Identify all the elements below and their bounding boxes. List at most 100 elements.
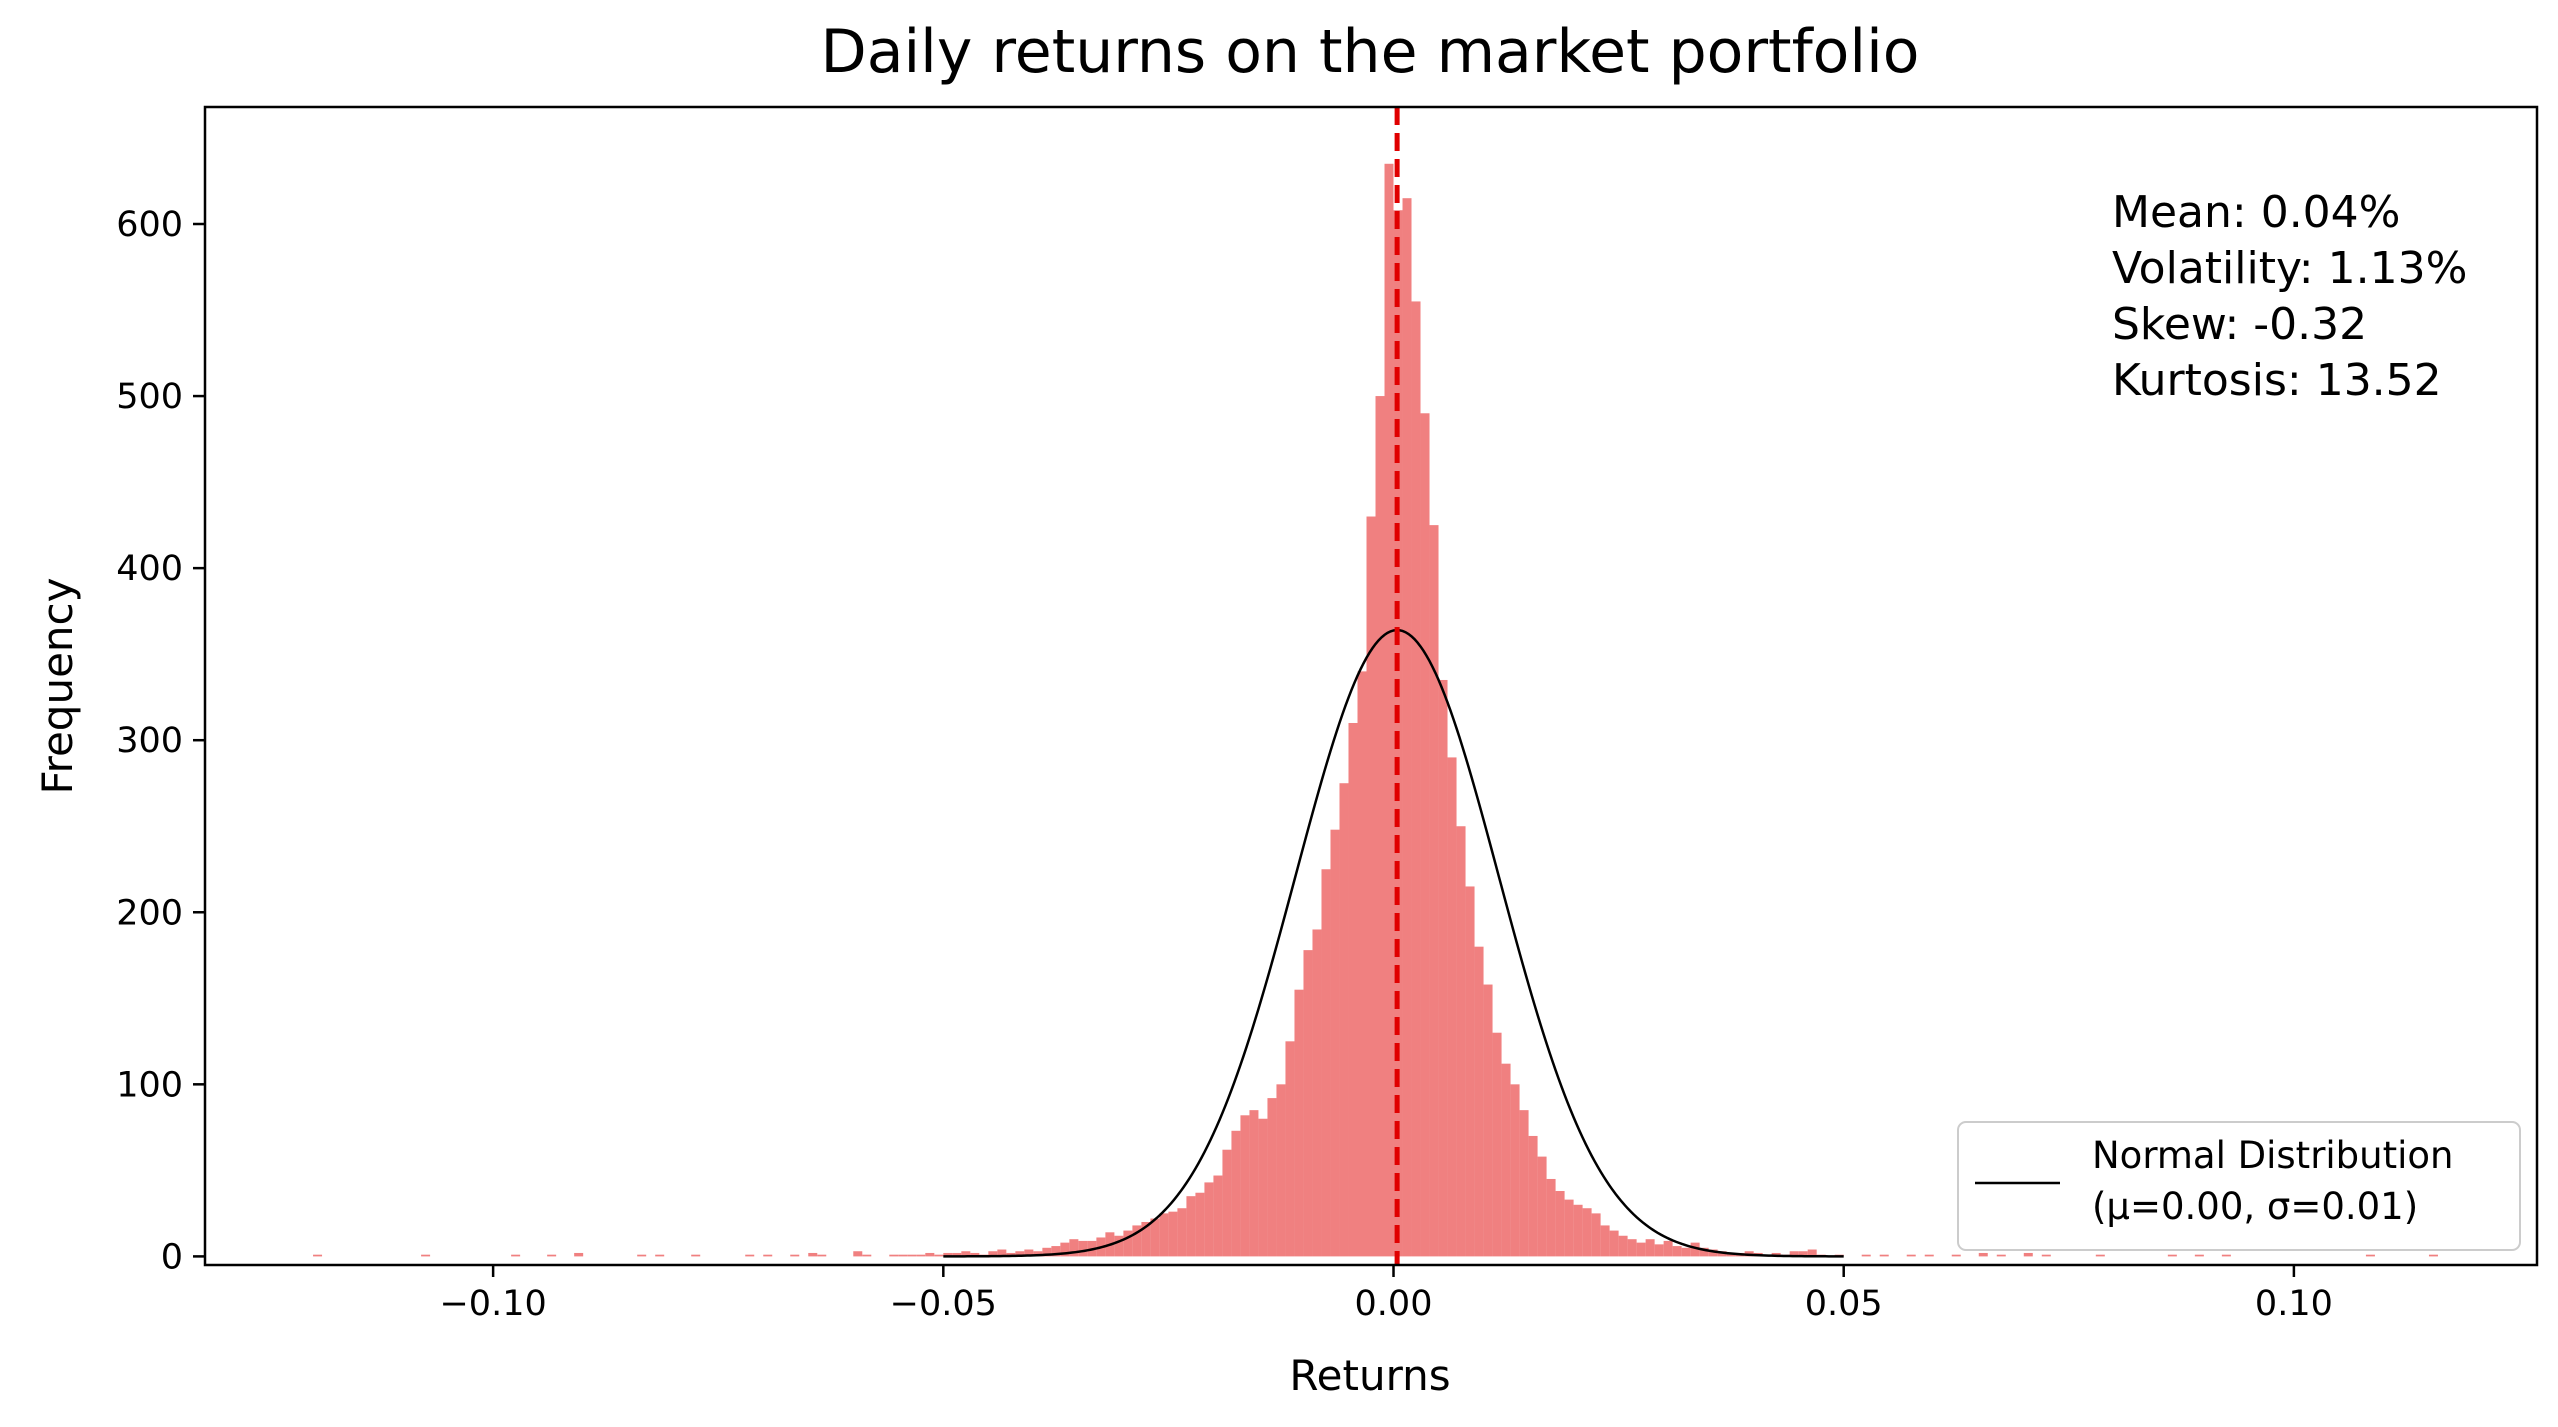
histogram-bar <box>1501 1063 1511 1257</box>
histogram-bar <box>1150 1218 1160 1257</box>
histogram-bar <box>1996 1254 2006 1257</box>
histogram-bar <box>1402 198 1412 1257</box>
histogram-bar <box>1681 1247 1691 1257</box>
histogram-bar <box>655 1254 665 1257</box>
histogram-bar <box>1294 989 1304 1257</box>
histogram-bar <box>1609 1230 1619 1257</box>
plot-area-frame <box>203 105 2539 1267</box>
y-tick-label: 500 <box>116 377 183 417</box>
histogram-bar <box>1555 1191 1565 1257</box>
histogram-bar <box>997 1249 1007 1257</box>
y-tick-label: 300 <box>116 721 183 761</box>
legend-box <box>1957 1121 2521 1251</box>
histogram-bar <box>1663 1240 1673 1257</box>
y-tick-label: 0 <box>161 1237 183 1277</box>
stat-skew: Skew: -0.32 <box>2112 299 2367 350</box>
legend: Normal Distribution (μ=0.00, σ=0.01) <box>1957 1121 2521 1251</box>
histogram-bar <box>1951 1254 1961 1257</box>
histogram-bar <box>1645 1239 1655 1257</box>
histogram-bar <box>1582 1208 1592 1257</box>
legend-label-normal: Normal Distribution <box>2092 1134 2454 1177</box>
histogram-bar <box>808 1252 818 1257</box>
histogram-bar <box>1195 1192 1205 1257</box>
histogram-bar <box>1861 1254 1871 1257</box>
histogram-bar <box>1978 1252 1988 1257</box>
histogram-bar <box>691 1254 701 1257</box>
histogram-bar <box>943 1252 953 1257</box>
histogram-bar <box>1366 516 1376 1257</box>
stat-volatility: Volatility: 1.13% <box>2112 243 2467 294</box>
histogram-bar <box>1564 1199 1574 1257</box>
histogram-bar <box>1033 1251 1043 1257</box>
histogram-bar <box>1078 1240 1088 1257</box>
histogram-bar <box>1456 826 1466 1257</box>
histogram-bar <box>1222 1149 1232 1257</box>
histogram-bar <box>1690 1242 1700 1257</box>
stat-kurtosis: Kurtosis: 13.52 <box>2112 355 2442 406</box>
histogram-bar <box>790 1254 800 1257</box>
histogram-bar <box>853 1251 863 1257</box>
histogram-bar <box>1357 671 1367 1257</box>
histogram-bar <box>1546 1178 1556 1257</box>
y-tick-label: 600 <box>116 205 183 245</box>
stat-mean: Mean: 0.04% <box>2112 187 2400 238</box>
histogram-bar <box>1249 1110 1259 1257</box>
histogram-bar <box>1429 525 1439 1257</box>
x-axis-label: Returns <box>1289 1351 1450 1400</box>
histogram-bar <box>1924 1254 1934 1257</box>
histogram-bar <box>1591 1213 1601 1257</box>
histogram-bar <box>2365 1254 2375 1257</box>
x-tick-label: 0.10 <box>2255 1284 2333 1324</box>
histogram-bar <box>1339 783 1349 1257</box>
histogram-bar <box>1276 1084 1286 1257</box>
histogram-bar <box>952 1252 962 1257</box>
histogram-bar <box>2167 1254 2177 1257</box>
histogram-bar <box>1879 1254 1889 1257</box>
histogram-bar <box>421 1254 431 1257</box>
y-axis-ticks: 0 100 200 300 400 500 600 <box>116 205 205 1277</box>
histogram-bar <box>1672 1246 1682 1257</box>
histogram-bar <box>934 1254 944 1257</box>
histogram-bar <box>1015 1251 1025 1257</box>
histogram-bar <box>1420 413 1430 1257</box>
histogram-bar <box>1465 886 1475 1257</box>
histogram-bar <box>1051 1246 1061 1257</box>
histogram-bar <box>1168 1211 1178 1257</box>
histogram-bar <box>1636 1242 1646 1257</box>
histogram-bar <box>637 1254 647 1257</box>
histogram-bar <box>1231 1130 1241 1257</box>
histogram-bar <box>1492 1032 1502 1257</box>
histogram-bar <box>1411 301 1421 1257</box>
histogram-bar <box>1132 1225 1142 1257</box>
histogram-bar <box>1141 1221 1151 1257</box>
histogram-bar <box>1006 1252 1016 1257</box>
histogram-bar <box>763 1254 773 1257</box>
histogram-bar <box>313 1254 323 1257</box>
x-tick-label: −0.10 <box>439 1284 546 1324</box>
histogram-bar <box>1447 757 1457 1257</box>
histogram-bar <box>1573 1204 1583 1257</box>
histogram-bar <box>2023 1252 2033 1257</box>
histogram-bar <box>1060 1242 1070 1257</box>
legend-label-params: (μ=0.00, σ=0.01) <box>2092 1185 2418 1228</box>
histogram-bar <box>817 1254 827 1257</box>
histogram-bar <box>1537 1156 1547 1257</box>
histogram-bar <box>1528 1135 1538 1257</box>
histogram-bar <box>1267 1098 1277 1257</box>
histogram-bar <box>1177 1208 1187 1257</box>
normal-curve-layer <box>943 628 1844 1258</box>
histogram-bar <box>1627 1239 1637 1257</box>
histogram-bar <box>1285 1041 1295 1257</box>
histogram-bar <box>1204 1182 1214 1257</box>
histogram-bar <box>1708 1249 1718 1257</box>
histogram-bar <box>961 1251 971 1257</box>
histogram-bar <box>1240 1115 1250 1257</box>
histogram-bar <box>1789 1251 1799 1257</box>
histogram-bar <box>1069 1239 1079 1257</box>
histogram-bar <box>925 1252 935 1257</box>
histogram-bar <box>1123 1230 1133 1257</box>
histogram-bar <box>889 1254 899 1257</box>
histogram-bar <box>1303 950 1313 1257</box>
histogram-bar <box>1159 1213 1169 1257</box>
histogram-bar <box>547 1254 557 1257</box>
